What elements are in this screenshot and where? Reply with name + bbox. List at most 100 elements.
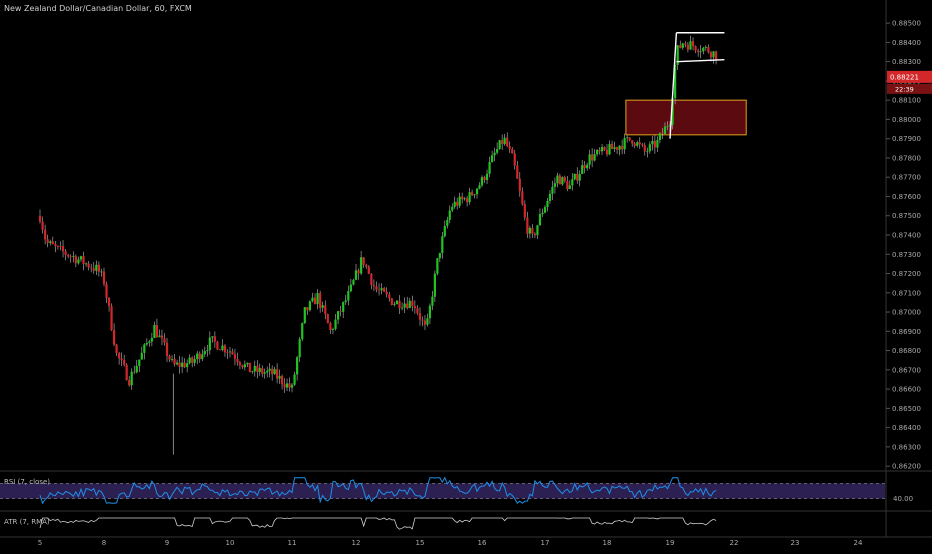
candle-body xyxy=(511,148,514,154)
candle-body xyxy=(712,51,715,58)
candle-body xyxy=(383,288,386,292)
last-price-label: 0.88221 xyxy=(890,73,919,81)
candle-body xyxy=(349,284,352,292)
candle-body xyxy=(278,376,281,379)
candle-body xyxy=(67,254,70,257)
last-price-badge xyxy=(887,70,932,83)
candle-body xyxy=(79,256,83,260)
candle-body xyxy=(336,311,340,320)
candle-body xyxy=(598,150,601,152)
countdown-label: 22:39 xyxy=(895,85,914,93)
candle-body xyxy=(367,266,370,274)
candle-body xyxy=(463,198,466,200)
candle-body xyxy=(319,293,322,308)
candle-body xyxy=(658,133,662,141)
candle-body xyxy=(347,291,350,301)
candle-body xyxy=(586,164,589,169)
candle-body xyxy=(298,339,301,358)
candle-body xyxy=(470,192,474,196)
candle-body xyxy=(674,64,677,99)
candle-body xyxy=(59,246,62,247)
candle-body xyxy=(600,147,604,152)
atr-title: ATR (7, RMA) xyxy=(4,518,50,526)
candle-body xyxy=(628,137,631,141)
candle-body xyxy=(490,155,494,162)
candle-body xyxy=(163,338,166,343)
time-tick-label: 12 xyxy=(352,539,361,547)
candle-body xyxy=(44,229,47,240)
time-tick-label: 24 xyxy=(854,539,863,547)
candle-body xyxy=(150,338,153,342)
price-tick-label: 0.87600 xyxy=(892,193,921,201)
candle-body xyxy=(84,263,88,265)
candle-body xyxy=(64,251,67,255)
candle-body xyxy=(526,217,529,234)
candle-body xyxy=(508,145,511,149)
candle-body xyxy=(165,342,169,357)
candle-body xyxy=(110,306,113,331)
price-tick-label: 0.87000 xyxy=(892,309,921,317)
candle-body xyxy=(283,384,286,388)
price-tick-label: 0.86900 xyxy=(892,328,921,336)
candle-body xyxy=(591,154,594,161)
candle-body xyxy=(576,173,579,181)
candle-body xyxy=(578,174,581,181)
candle-body xyxy=(140,352,143,360)
candle-body xyxy=(493,152,496,156)
candle-body xyxy=(293,374,296,385)
candle-body xyxy=(268,368,271,371)
candle-body xyxy=(561,177,564,185)
time-tick-label: 5 xyxy=(38,539,42,547)
candle-body xyxy=(631,140,634,144)
candle-body xyxy=(153,324,156,339)
candle-body xyxy=(676,45,679,65)
candle-body xyxy=(54,244,57,246)
candle-body xyxy=(643,145,646,152)
candle-body xyxy=(428,305,432,319)
candle-body xyxy=(95,264,98,271)
candle-body xyxy=(186,363,189,368)
candle-body xyxy=(563,177,566,182)
time-tick-label: 15 xyxy=(416,539,425,547)
candle-body xyxy=(478,185,481,189)
candle-body xyxy=(206,350,209,352)
candle-body xyxy=(668,124,672,127)
candle-body xyxy=(541,212,544,215)
flag-lower-line xyxy=(676,59,725,63)
candle-body xyxy=(61,246,65,252)
candle-body xyxy=(513,153,516,166)
candle-body xyxy=(313,297,317,305)
candle-body xyxy=(406,303,409,309)
candle-body xyxy=(453,201,456,207)
price-tick-label: 0.86300 xyxy=(892,443,921,451)
price-tick-label: 0.87800 xyxy=(892,154,921,162)
candle-body xyxy=(133,371,136,373)
candle-body xyxy=(431,296,434,306)
price-tick-label: 0.86700 xyxy=(892,366,921,374)
candle-body xyxy=(288,383,291,388)
candle-body xyxy=(648,144,651,152)
candle-body xyxy=(285,383,289,388)
candle-body xyxy=(77,259,80,264)
candle-body xyxy=(92,268,95,271)
price-tick-label: 0.87200 xyxy=(892,270,921,278)
candle-body xyxy=(175,362,179,365)
candle-body xyxy=(135,365,138,373)
candle-body xyxy=(709,52,713,58)
candle-body xyxy=(168,356,171,360)
candle-body xyxy=(423,320,427,325)
candle-body xyxy=(258,368,261,372)
candle-body xyxy=(201,354,204,360)
candle-body xyxy=(468,192,471,203)
candle-body xyxy=(506,137,509,146)
time-tick-label: 11 xyxy=(288,539,297,547)
candle-body xyxy=(473,194,476,196)
candle-body xyxy=(241,365,244,368)
candle-body xyxy=(280,376,284,385)
candle-body xyxy=(331,329,335,331)
price-tick-label: 0.88300 xyxy=(892,58,921,66)
candle-body xyxy=(408,300,411,309)
candle-body xyxy=(573,173,576,180)
candle-body xyxy=(38,215,42,222)
